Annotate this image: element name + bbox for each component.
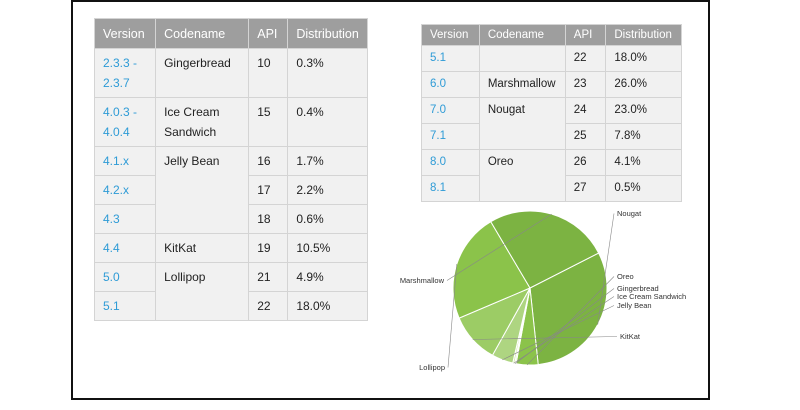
table-header-row: Version Codename API Distribution xyxy=(421,24,682,46)
pie-leader-line xyxy=(502,305,615,361)
pie-label: Ice Cream Sandwich xyxy=(617,292,686,301)
table-row: 4.2.x 17 2.2% xyxy=(93,175,368,205)
column-header: Distribution xyxy=(287,18,368,49)
pie-label: Marshmallow xyxy=(400,276,445,285)
codename-cell: Jelly Bean xyxy=(155,146,250,234)
api-cell: 24 xyxy=(564,97,607,124)
distribution-cell: 26.0% xyxy=(605,71,682,98)
column-header: Version xyxy=(421,24,480,46)
pie-leader-line xyxy=(597,213,615,325)
pie-label: Lollipop xyxy=(419,363,445,372)
distribution-cell: 23.0% xyxy=(605,97,682,124)
api-cell: 19 xyxy=(248,233,289,263)
column-header: Distribution xyxy=(605,24,682,46)
distribution-cell: 10.5% xyxy=(287,233,368,263)
pie-leader-line xyxy=(446,213,552,281)
table-header-row: Version Codename API Distribution xyxy=(93,18,368,49)
api-cell: 10 xyxy=(248,48,289,98)
codename-cell: Marshmallow xyxy=(478,71,566,98)
table-row: 5.0 Lollipop 21 4.9% xyxy=(93,262,368,321)
distribution-cell: 1.7% xyxy=(287,146,368,176)
column-header: Version xyxy=(93,18,157,49)
distribution-cell: 18.0% xyxy=(287,291,368,321)
version-cell: 4.4 xyxy=(93,233,157,263)
distribution-cell: 7.8% xyxy=(605,123,682,150)
table-row: 4.3 18 0.6% xyxy=(93,204,368,234)
api-cell: 17 xyxy=(248,175,289,205)
api-cell: 22 xyxy=(564,45,607,72)
table-row: 8.1 27 0.5% xyxy=(421,175,682,202)
column-header: API xyxy=(564,24,607,46)
version-cell: 4.3 xyxy=(93,204,157,234)
distribution-cell: 2.2% xyxy=(287,175,368,205)
table-row: 4.4 KitKat 19 10.5% xyxy=(93,233,368,263)
distribution-cell: 4.9% xyxy=(287,262,368,292)
pie-label: Nougat xyxy=(617,209,642,218)
column-header: Codename xyxy=(478,24,566,46)
pie-slice-marshmallow xyxy=(490,210,600,289)
version-cell: 7.0 xyxy=(421,97,480,124)
table-row: 4.1.x Jelly Bean 16 1.7% xyxy=(93,146,368,234)
pie-label: KitKat xyxy=(620,332,641,341)
codename-cell: KitKat xyxy=(155,233,250,263)
version-cell: 4.0.3 -4.0.4 xyxy=(93,97,157,147)
table-row: 2.3.3 -2.3.7 Gingerbread 10 0.3% xyxy=(93,48,368,98)
distribution-cell: 0.5% xyxy=(605,175,682,202)
pie-label: Gingerbread xyxy=(617,284,659,293)
api-cell: 25 xyxy=(564,123,607,150)
distribution-cell: 18.0% xyxy=(605,45,682,72)
pie-label: Jelly Bean xyxy=(617,301,652,310)
distribution-cell: 0.4% xyxy=(287,97,368,147)
codename-cell: Oreo xyxy=(478,149,566,202)
version-cell: 2.3.3 -2.3.7 xyxy=(93,48,157,98)
distribution-table-1: Version Codename API Distribution 2.3.3 -2.3… xyxy=(93,18,368,321)
version-cell: 8.0 xyxy=(421,149,480,176)
table-row: 5.1 22 18.0% xyxy=(93,291,368,321)
table-row: 7.1 25 7.8% xyxy=(421,123,682,150)
codename-cell: Ice Cream Sandwich xyxy=(155,97,250,147)
api-cell: 16 xyxy=(248,146,289,176)
pie-leader-line xyxy=(447,263,458,368)
column-header: Codename xyxy=(155,18,250,49)
version-cell: 4.1.x xyxy=(93,146,157,176)
version-cell: 5.1 xyxy=(93,291,157,321)
version-cell: 4.2.x xyxy=(93,175,157,205)
api-cell: 23 xyxy=(564,71,607,98)
pie-leader-line xyxy=(472,336,618,340)
distribution-cell: 0.3% xyxy=(287,48,368,98)
version-cell: 7.1 xyxy=(421,123,480,150)
pie-slice-lollipop xyxy=(452,221,531,319)
codename-cell: Lollipop xyxy=(155,262,250,321)
pie-label: Oreo xyxy=(617,272,634,281)
distribution-cell: 0.6% xyxy=(287,204,368,234)
codename-cell: Nougat xyxy=(478,97,566,150)
table-row: 7.0 Nougat 24 23.0% xyxy=(421,97,682,150)
api-cell: 18 xyxy=(248,204,289,234)
codename-cell: Gingerbread xyxy=(155,48,250,98)
api-cell: 22 xyxy=(248,291,289,321)
codename-cell xyxy=(478,45,566,72)
table-row: 6.0 Marshmallow 23 26.0% xyxy=(421,71,682,98)
distribution-table-2: Version Codename API Distribution 5.1 22 18.0%… xyxy=(421,24,682,202)
version-cell: 8.1 xyxy=(421,175,480,202)
pie-leader-line xyxy=(526,276,615,366)
api-cell: 21 xyxy=(248,262,289,292)
